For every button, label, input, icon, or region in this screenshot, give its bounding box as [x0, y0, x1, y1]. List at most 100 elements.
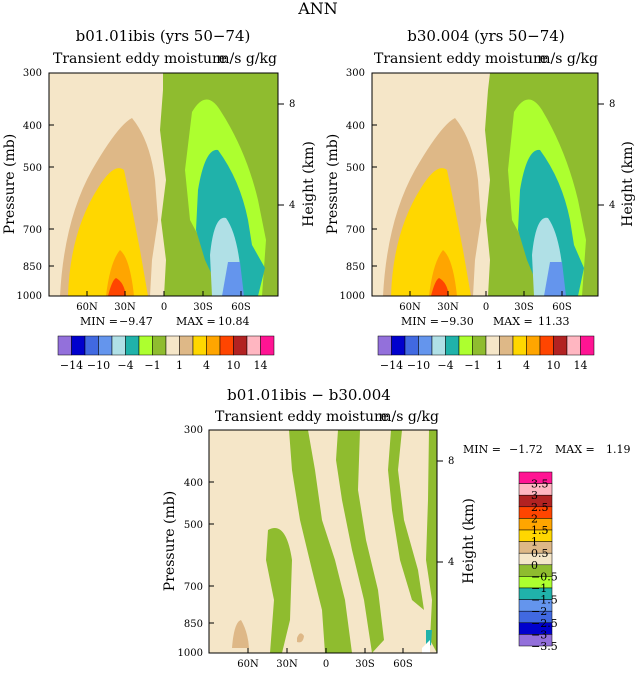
colorbar-panel-2-label: −1	[464, 359, 480, 372]
panel-3-frame	[208, 429, 438, 654]
panel-2-frame	[371, 72, 599, 297]
panel-3-title: b01.01ibis − b30.004	[227, 386, 391, 404]
panel-1-xtick-0: 0	[161, 302, 167, 313]
colorbar-panel-1-swatch	[138, 335, 153, 356]
colorbar-panel-1-swatch	[152, 335, 167, 356]
colorbar-panel-2-label: 10	[547, 359, 561, 372]
colorbar-difference: 3.532.521.510.50−0.5−1−1.5−2−2.5−3−3.5	[518, 471, 558, 653]
panel-1-stats: MIN = −9.47 MAX = 10.84	[80, 315, 250, 328]
panel-2-contour-pos-10	[431, 278, 449, 296]
panel-1-contour-neg-10	[222, 262, 244, 296]
panel-1-y2tick-8: 8	[289, 99, 295, 110]
colorbar-panel-1-label: 14	[254, 359, 268, 372]
colorbar-panel-1-swatch	[125, 335, 140, 356]
panel-3-y-ticks: 300 400 500 700 850 1000 8 4	[178, 425, 455, 659]
panel-3-missing-patch	[422, 640, 430, 653]
colorbar-panel-1-swatch	[165, 335, 180, 356]
colorbar-panel-2-label: −10	[407, 359, 430, 372]
colorbar-panel-1-swatch	[206, 335, 221, 356]
panel-2-subtitle-left: Transient eddy moisture	[374, 51, 548, 67]
panel-1-max-label: MAX =	[176, 315, 216, 328]
panel-3-xtick-0: 0	[323, 659, 329, 670]
panel-3-xtick-60S: 60S	[393, 659, 413, 670]
panel-3-plot	[208, 429, 438, 654]
colorbar-difference-label: −2.5	[531, 617, 558, 630]
colorbar-panel-2-swatch	[404, 335, 419, 356]
colorbar-panel-2-label: 14	[574, 359, 588, 372]
colorbar-panel-1-swatch	[192, 335, 207, 356]
colorbar-panel-1: −14 −10 −4 −1 1 4 10 14	[57, 335, 275, 372]
panel-2-xtick-0: 0	[483, 302, 489, 313]
panel-2: b30.004 (yrs 50−74) Transient eddy moist…	[325, 27, 636, 328]
colorbar-difference-label: 3	[531, 489, 538, 502]
panel-1-ytick-500: 500	[23, 163, 42, 174]
panel-2-ytick-1000: 1000	[340, 291, 365, 302]
panel-1-ytick-700: 700	[23, 225, 42, 236]
colorbar-panel-2-label: −14	[380, 359, 403, 372]
colorbar-panel-2-label: 1	[496, 359, 503, 372]
panel-1: b01.01ibis (yrs 50−74) Transient eddy mo…	[2, 27, 317, 328]
panel-2-y2label: Height (km)	[620, 141, 636, 227]
panel-2-ylabel: Pressure (mb)	[325, 134, 341, 234]
panel-1-subtitle-right: m/s g/kg	[216, 51, 277, 67]
panel-1-x-ticks: 60N 30N 0 30S 60S	[76, 291, 251, 313]
panel-3-y2tick-4: 4	[448, 557, 454, 568]
panel-1-ytick-400: 400	[23, 121, 42, 132]
colorbar-panel-1-label: 4	[203, 359, 210, 372]
panel-2-xtick-60N: 60N	[399, 302, 421, 313]
panel-2-xtick-30S: 30S	[514, 302, 534, 313]
panel-2-y2tick-8: 8	[609, 99, 615, 110]
panel-3-contour-neg-band-1	[289, 430, 352, 653]
panel-2-subtitle-right: m/s g/kg	[537, 51, 598, 67]
panel-3-ytick-300: 300	[184, 425, 203, 436]
colorbar-panel-2-swatch	[526, 335, 541, 356]
panel-2-ytick-850: 850	[346, 262, 365, 273]
colorbar-panel-2-swatch	[485, 335, 500, 356]
panel-1-title: b01.01ibis (yrs 50−74)	[76, 27, 251, 45]
colorbar-difference-label: 3.5	[531, 478, 549, 491]
figure-supertitle: ANN	[297, 0, 338, 18]
panel-1-y2tick-4: 4	[289, 200, 295, 211]
colorbar-panel-2-label: −4	[437, 359, 453, 372]
panel-2-ytick-700: 700	[346, 225, 365, 236]
colorbar-panel-1-swatch	[71, 335, 86, 356]
panel-3-ylabel: Pressure (mb)	[162, 491, 178, 591]
panel-3-subtitle-right: m/s g/kg	[378, 409, 439, 425]
colorbar-panel-2-swatch	[445, 335, 460, 356]
colorbar-difference-label: 0.5	[531, 547, 549, 560]
panel-3-min-value: −1.72	[509, 443, 543, 456]
panel-1-xtick-30S: 30S	[193, 302, 213, 313]
colorbar-panel-1-swatch	[98, 335, 113, 356]
panel-2-max-value: 11.33	[538, 315, 570, 328]
colorbar-panel-2: −14 −10 −4 −1 1 4 10 14	[377, 335, 595, 372]
colorbar-panel-2-swatch	[391, 335, 406, 356]
panel-3-contour-neg-band-5	[266, 528, 292, 653]
panel-3-xtick-30N: 30N	[276, 659, 298, 670]
panel-3-contour-neg-band-4	[426, 430, 437, 653]
panel-2-ytick-400: 400	[346, 121, 365, 132]
panel-1-xtick-30N: 30N	[114, 302, 136, 313]
panel-1-subtitle-left: Transient eddy moisture	[53, 51, 227, 67]
colorbar-panel-2-swatch	[512, 335, 527, 356]
panel-3-xtick-30S: 30S	[355, 659, 375, 670]
panel-2-min-value: −9.30	[440, 315, 474, 328]
colorbar-panel-2-swatch	[566, 335, 581, 356]
colorbar-panel-1-swatch	[219, 335, 234, 356]
colorbar-difference-label: 1	[531, 536, 538, 549]
panel-3: b01.01ibis − b30.004 Transient eddy mois…	[162, 386, 631, 670]
panel-2-xtick-30N: 30N	[437, 302, 459, 313]
colorbar-panel-2-label: 4	[523, 359, 530, 372]
panel-2-ytick-300: 300	[346, 68, 365, 79]
colorbar-panel-2-swatch	[377, 335, 392, 356]
panel-2-xtick-60S: 60S	[552, 302, 572, 313]
colorbar-panel-1-swatch	[84, 335, 99, 356]
colorbar-panel-2-swatch	[458, 335, 473, 356]
panel-2-ytick-500: 500	[346, 163, 365, 174]
colorbar-difference-label: −2	[531, 605, 547, 618]
colorbar-difference-label: −3.5	[531, 640, 558, 653]
panel-1-min-value: −9.47	[119, 315, 153, 328]
colorbar-difference-label: −0.5	[531, 570, 558, 583]
panel-3-max-value: 1.19	[606, 443, 631, 456]
panel-1-contour-pos-10	[108, 278, 126, 296]
panel-2-title: b30.004 (yrs 50−74)	[407, 27, 564, 45]
